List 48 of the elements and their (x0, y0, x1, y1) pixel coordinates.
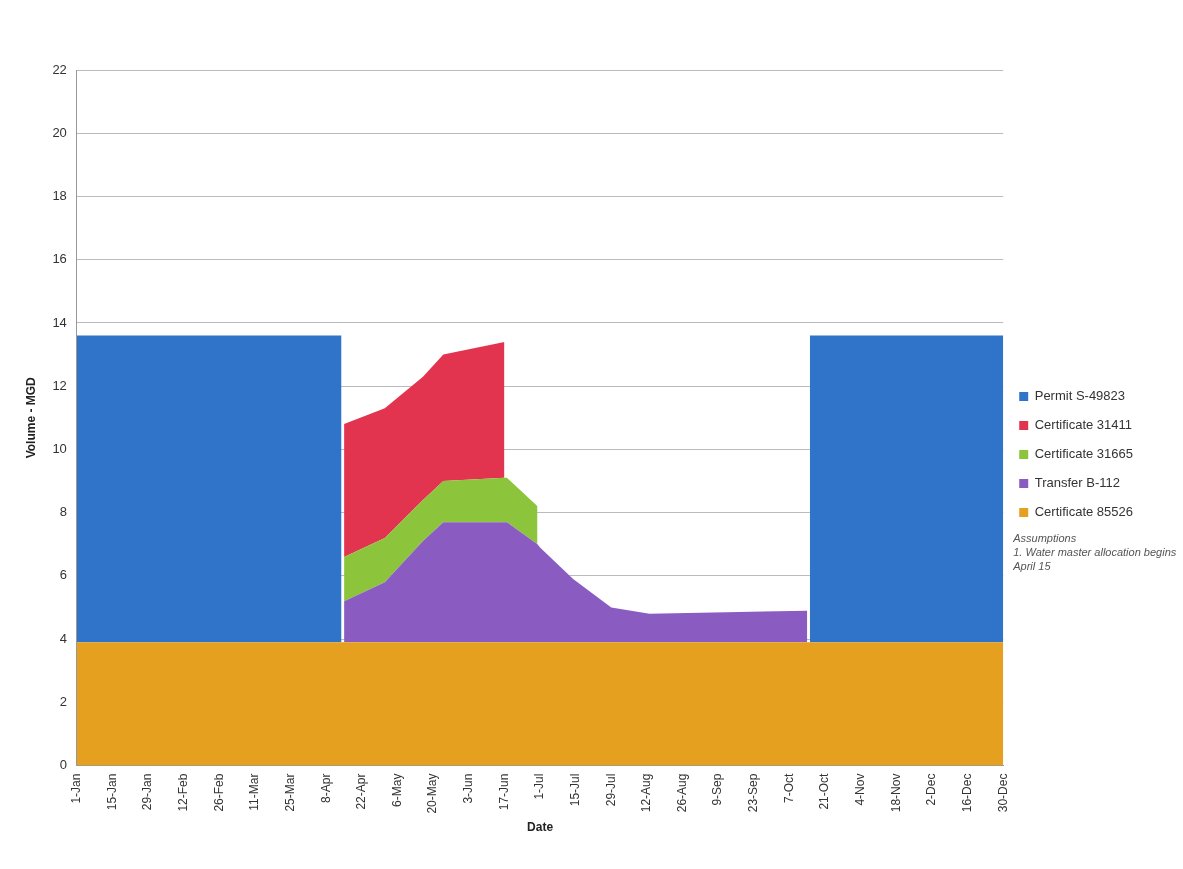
x-tick-label: 9-Sep (710, 773, 725, 806)
x-tick-label: 22-Apr (354, 773, 369, 810)
x-tick-label: 7-Oct (781, 772, 796, 803)
x-axis-title: Date (527, 820, 554, 835)
legend-label: Certificate 31665 (1034, 446, 1133, 462)
x-tick-label: 21-Oct (817, 772, 832, 810)
y-tick-label: 18 (52, 188, 67, 204)
x-tick-label: 25-Mar (282, 773, 297, 812)
x-tick-label: 26-Feb (211, 773, 226, 812)
x-tick-label: 2-Dec (924, 773, 939, 806)
x-tick-label: 12-Feb (176, 773, 191, 812)
legend-label: Transfer B-112 (1034, 475, 1120, 491)
y-tick-label: 14 (52, 314, 67, 330)
y-tick-label: 16 (52, 251, 67, 267)
y-tick-label: 10 (52, 440, 67, 456)
y-tick-label: 20 (52, 124, 67, 140)
y-tick-label: 22 (52, 61, 67, 77)
y-tick-label: 8 (59, 504, 67, 520)
x-tick-label: 15-Jan (104, 773, 119, 811)
y-tick-label: 12 (52, 377, 67, 393)
x-tick-label: 15-Jul (567, 773, 582, 807)
y-tick-label: 2 (59, 693, 67, 709)
x-tick-label: 8-Apr (318, 773, 333, 803)
x-tick-label: 26-Aug (674, 773, 689, 813)
x-tick-label: 29-Jan (140, 773, 155, 811)
x-tick-label: 6-May (389, 773, 404, 807)
x-tick-label: 11-Mar (247, 773, 262, 811)
text: 1. Water master allocation begins April 15 (1012, 545, 1177, 572)
y-axis-title: Volume - MGD (23, 376, 38, 459)
x-tick-label: 12-Aug (639, 773, 654, 813)
y-tick-label: 0 (59, 757, 67, 773)
x-tick-label: 1-Jul (532, 773, 547, 800)
legend-label: Permit S-49823 (1034, 388, 1126, 404)
x-tick-label: 18-Nov (888, 773, 903, 813)
x-tick-label: 16-Dec (959, 773, 974, 813)
x-tick-label: 29-Jul (603, 773, 618, 807)
legend-label: Certificate 31411 (1034, 417, 1133, 433)
x-tick-label: 23-Sep (746, 773, 761, 813)
text: Assumptions (1012, 531, 1077, 544)
x-tick-label: 4-Nov (853, 773, 868, 806)
x-tick-label: 17-Jun (496, 773, 511, 811)
x-tick-label: 3-Jun (461, 773, 476, 804)
y-tick-label: 6 (59, 567, 67, 583)
y-tick-label: 4 (59, 630, 67, 646)
x-tick-label: 20-May (425, 773, 440, 814)
legend-label: Certificate 85526 (1034, 504, 1133, 520)
x-tick-label: 1-Jan (69, 773, 84, 804)
x-tick-label: 30-Dec (995, 773, 1010, 813)
